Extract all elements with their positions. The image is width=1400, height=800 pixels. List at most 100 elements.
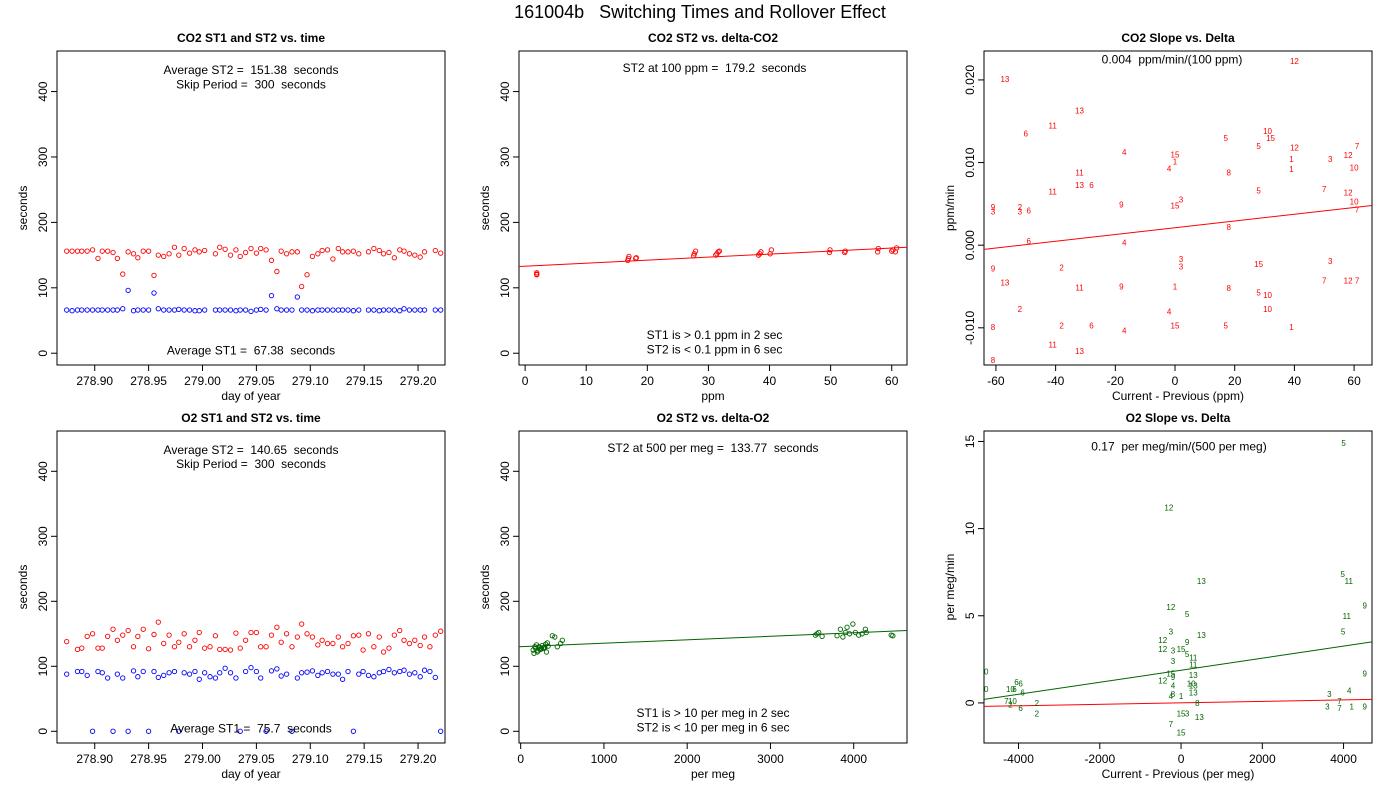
data-point-st2 [227, 252, 234, 258]
point-label: 5 [1224, 134, 1229, 143]
data-point-st1 [309, 308, 316, 314]
data-point-st2 [862, 626, 869, 632]
data-point-st1 [166, 670, 172, 676]
annotation: ST1 is > 10 per meg in 2 sec [636, 706, 789, 720]
point-label: 8 [1227, 168, 1232, 177]
y-axis-label: seconds [478, 565, 492, 610]
x-tick-label: 0 [522, 374, 529, 388]
data-point-st2 [181, 245, 187, 252]
point-label: 2 [1018, 305, 1023, 314]
data-point-st2 [69, 248, 75, 254]
x-tick-label: 40 [1288, 374, 1302, 388]
point-label: 11 [1189, 654, 1198, 663]
data-point-st2 [401, 248, 407, 254]
plot-frame [518, 50, 908, 366]
data-point-st1 [114, 307, 121, 313]
y-tick-label: 400 [498, 461, 512, 481]
data-point-st1 [427, 668, 433, 675]
data-point-st2 [406, 640, 413, 647]
point-label: 3 [1171, 647, 1176, 656]
data-point-st1 [84, 307, 90, 313]
data-point-st2 [105, 248, 111, 254]
data-point-st2 [840, 634, 846, 640]
data-point-st1 [202, 307, 208, 313]
data-point-st1 [171, 307, 178, 313]
data-point-st1 [315, 307, 321, 313]
point-label: 5 [1256, 142, 1261, 151]
data-point-st2 [544, 640, 550, 646]
panel-o2-slope-delta: O2 Slope vs. Delta -4000 -2000 0 2000 4000 Cur… [943, 411, 1373, 781]
data-point-st2 [120, 271, 126, 277]
data-point-st2 [99, 645, 105, 651]
data-point-st1 [145, 728, 152, 734]
data-point-st1 [401, 667, 407, 673]
panel-title: CO2 ST2 vs. delta-CO2 [648, 31, 778, 45]
data-point-st2 [166, 632, 172, 638]
point-label: 7 [1322, 277, 1327, 286]
data-point-st1 [263, 728, 269, 734]
data-point-st2 [258, 644, 264, 650]
x-axis-label: day of year [221, 767, 280, 781]
x-tick-label: 30 [702, 374, 716, 388]
annotation: ST2 is < 10 per meg in 6 sec [636, 720, 789, 734]
y-tick-label: 400 [36, 461, 50, 481]
data-point-st2 [253, 629, 260, 636]
data-point-st1 [248, 308, 254, 315]
y-tick-label: 10 [963, 522, 977, 536]
point-label: 1 [1349, 702, 1354, 711]
point-label: 13 [1197, 631, 1206, 640]
data-point-st1 [386, 307, 392, 313]
figure-title: 161004b Switching Times and Rollover Eff… [514, 2, 886, 22]
point-label: 5 [1341, 439, 1346, 448]
data-point-st1 [135, 307, 141, 313]
point-label: 2 [1008, 701, 1013, 710]
data-point-st2 [758, 249, 764, 255]
y-tick-label: 5 [963, 612, 977, 619]
data-point-st1 [380, 307, 387, 313]
data-point-st1 [268, 668, 275, 674]
point-label: 2 [1059, 321, 1064, 330]
data-point-st1 [356, 307, 362, 313]
data-point-st1 [438, 728, 444, 734]
data-point-st2 [309, 634, 316, 640]
y-tick-label: 200 [498, 591, 512, 611]
annotation: ST2 at 500 per meg = 133.77 seconds [607, 441, 818, 455]
panel-o2-st2-delta: O2 ST2 vs. delta-O20 1000 2000 3000 4000per … [478, 411, 908, 781]
point-label: 11 [1075, 168, 1084, 177]
data-point-st1 [99, 307, 105, 313]
data-point-st1 [114, 671, 121, 677]
data-point-st1 [110, 307, 116, 313]
point-label: 13 [1000, 75, 1009, 84]
point-label: 10 [980, 685, 989, 694]
x-tick-label: -4000 [1003, 752, 1034, 766]
x-tick-label: -40 [1047, 374, 1065, 388]
data-point-st1 [84, 672, 90, 679]
data-point-st2 [339, 249, 346, 255]
point-label: 12 [1344, 277, 1353, 286]
point-label: 7 [1322, 185, 1327, 194]
data-point-st2 [380, 251, 387, 257]
point-label: 11 [1343, 612, 1352, 621]
y-tick-label: 100 [36, 656, 50, 676]
data-point-st2 [356, 251, 362, 257]
point-label: 3 [1179, 263, 1184, 272]
x-tick-label: 278.95 [130, 374, 167, 388]
y-tick-label: 200 [498, 212, 512, 232]
data-point-st2 [319, 637, 325, 643]
data-point-st1 [283, 671, 290, 677]
data-point-st1 [186, 671, 193, 677]
data-point-st2 [289, 644, 295, 650]
data-point-st1 [181, 670, 187, 676]
point-label: 3 [1328, 257, 1333, 266]
data-point-st1 [371, 307, 377, 313]
point-label: 10 [1008, 697, 1017, 706]
data-point-st2 [79, 248, 85, 254]
point-label: 9 [991, 264, 996, 273]
point-label: 9 [1362, 702, 1367, 711]
fit-line [984, 641, 1372, 700]
panel-title: O2 ST1 and ST2 vs. time [181, 411, 321, 425]
point-label: 3 [1179, 255, 1184, 264]
x-axis-label: Current - Previous (per meg) [1102, 767, 1255, 781]
point-label: 9 [1362, 601, 1367, 610]
data-point-st1 [294, 294, 300, 300]
